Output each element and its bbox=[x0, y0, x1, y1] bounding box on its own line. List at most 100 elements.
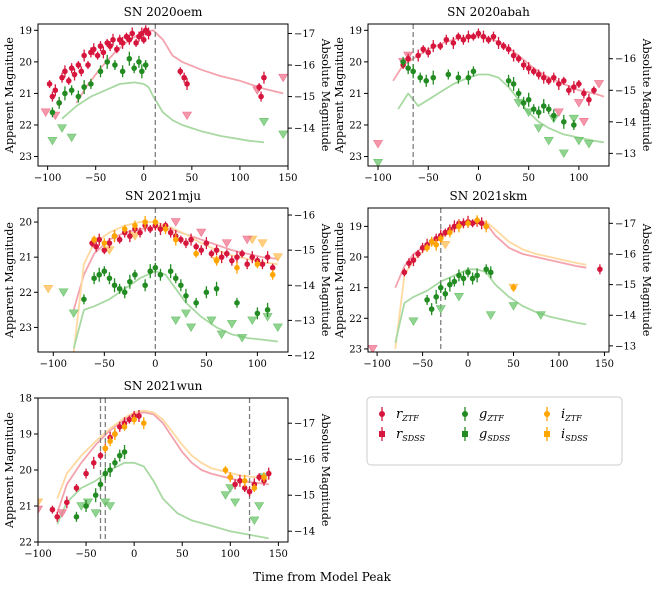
right-y-tick-label: −16 bbox=[294, 61, 315, 72]
data-point-r bbox=[469, 220, 476, 227]
left-axis-label: Apparent Magnitude bbox=[3, 37, 16, 154]
data-point-r bbox=[193, 243, 199, 250]
data-point-r bbox=[460, 220, 467, 227]
upper-limit-g bbox=[225, 484, 236, 493]
upper-limit-g bbox=[206, 316, 217, 325]
data-point-r bbox=[62, 68, 68, 75]
left-axis-label: Apparent Magnitude bbox=[333, 37, 346, 154]
x-tick-label: 0 bbox=[141, 173, 147, 184]
data-point-r bbox=[525, 65, 532, 71]
upper-limit-g bbox=[58, 288, 69, 297]
right-y-tick-label: −17 bbox=[294, 419, 315, 430]
data-point-r bbox=[465, 33, 472, 40]
y-tick-label: 20 bbox=[19, 466, 32, 477]
upper-limit-g bbox=[435, 305, 446, 314]
data-point-i bbox=[269, 271, 276, 278]
data-point-g bbox=[126, 55, 133, 62]
data-point-r bbox=[478, 220, 485, 227]
legend-frame bbox=[366, 396, 623, 466]
data-point-r bbox=[433, 235, 440, 242]
data-point-g bbox=[405, 65, 411, 71]
data-point-i bbox=[456, 223, 462, 230]
data-point-r bbox=[93, 243, 99, 250]
data-point-g bbox=[442, 290, 449, 297]
data-point-i bbox=[152, 219, 159, 225]
data-point-r bbox=[571, 84, 577, 90]
data-point-r bbox=[264, 254, 271, 260]
right-y-tick-label: −13 bbox=[615, 149, 636, 160]
upper-limit-r bbox=[373, 140, 384, 149]
upper-limit-r bbox=[196, 228, 207, 238]
upper-limit-g bbox=[226, 320, 237, 329]
right-y-tick-label: −15 bbox=[294, 246, 315, 257]
data-point-r bbox=[535, 71, 542, 78]
data-point-r bbox=[415, 52, 422, 59]
data-point-r bbox=[140, 36, 147, 43]
y-tick-label: 21 bbox=[19, 253, 32, 264]
data-point-r bbox=[561, 78, 567, 84]
upper-limit-r bbox=[278, 73, 288, 83]
data-point-r bbox=[49, 506, 56, 513]
data-point-g bbox=[112, 460, 118, 466]
x-tick-label: 150 bbox=[278, 173, 297, 184]
model-curve-g bbox=[397, 73, 605, 144]
data-point-r bbox=[203, 240, 210, 246]
data-point-r bbox=[455, 33, 462, 40]
right-axis-label: Absolute Magnitude bbox=[640, 38, 653, 152]
x-tick-label: 0 bbox=[131, 549, 137, 560]
data-point-g bbox=[456, 272, 462, 279]
right-y-tick-label: −14 bbox=[615, 117, 636, 128]
data-point-g bbox=[510, 81, 517, 87]
data-point-r bbox=[198, 247, 205, 253]
right-y-tick-label: −17 bbox=[615, 219, 636, 230]
data-point-g bbox=[97, 68, 104, 75]
legend-label-subscript: SDSS bbox=[565, 434, 588, 443]
data-point-g bbox=[193, 300, 199, 306]
right-y-tick-label: −16 bbox=[615, 54, 636, 65]
data-point-g bbox=[423, 78, 430, 84]
data-point-r bbox=[586, 96, 592, 103]
plot-area bbox=[38, 398, 272, 542]
plot-area bbox=[43, 208, 283, 352]
y-tick-label: 19 bbox=[349, 26, 362, 37]
data-point-r bbox=[96, 236, 103, 243]
data-point-r bbox=[419, 245, 426, 251]
legend-label-subscript: ZTF bbox=[401, 414, 419, 423]
data-point-g bbox=[81, 84, 87, 90]
data-point-g bbox=[167, 268, 174, 275]
upper-limit-g bbox=[170, 316, 181, 325]
y-tick-label: 22 bbox=[19, 288, 32, 299]
data-point-r bbox=[258, 93, 264, 100]
x-tick-label: −100 bbox=[363, 359, 390, 370]
data-point-g bbox=[147, 268, 154, 275]
data-point-g bbox=[142, 62, 149, 68]
data-point-r bbox=[451, 223, 458, 230]
y-tick-label: 18 bbox=[19, 394, 32, 405]
data-point-r bbox=[460, 36, 467, 43]
data-point-r bbox=[237, 478, 243, 484]
data-point-g bbox=[102, 470, 109, 477]
data-point-r bbox=[97, 452, 104, 459]
upper-limit-r bbox=[553, 108, 564, 117]
data-point-i bbox=[241, 478, 248, 484]
data-point-r bbox=[597, 266, 603, 273]
data-point-i bbox=[101, 240, 108, 246]
data-point-g bbox=[112, 62, 118, 68]
data-point-i bbox=[222, 467, 229, 473]
x-tick-label: −100 bbox=[364, 173, 391, 184]
data-point-r bbox=[405, 55, 411, 62]
data-point-g bbox=[530, 106, 537, 112]
data-point-g bbox=[410, 68, 416, 75]
plot-area bbox=[373, 24, 605, 166]
upper-limit-g bbox=[249, 516, 260, 525]
data-point-r bbox=[116, 236, 123, 243]
data-point-g bbox=[520, 100, 527, 106]
data-point-g bbox=[101, 268, 108, 275]
data-point-g bbox=[75, 93, 82, 100]
legend-square-marker bbox=[462, 431, 468, 437]
data-point-g bbox=[142, 282, 148, 289]
left-axis-label: Apparent Magnitude bbox=[3, 222, 16, 339]
data-point-g bbox=[127, 278, 133, 285]
data-point-r bbox=[177, 68, 184, 75]
